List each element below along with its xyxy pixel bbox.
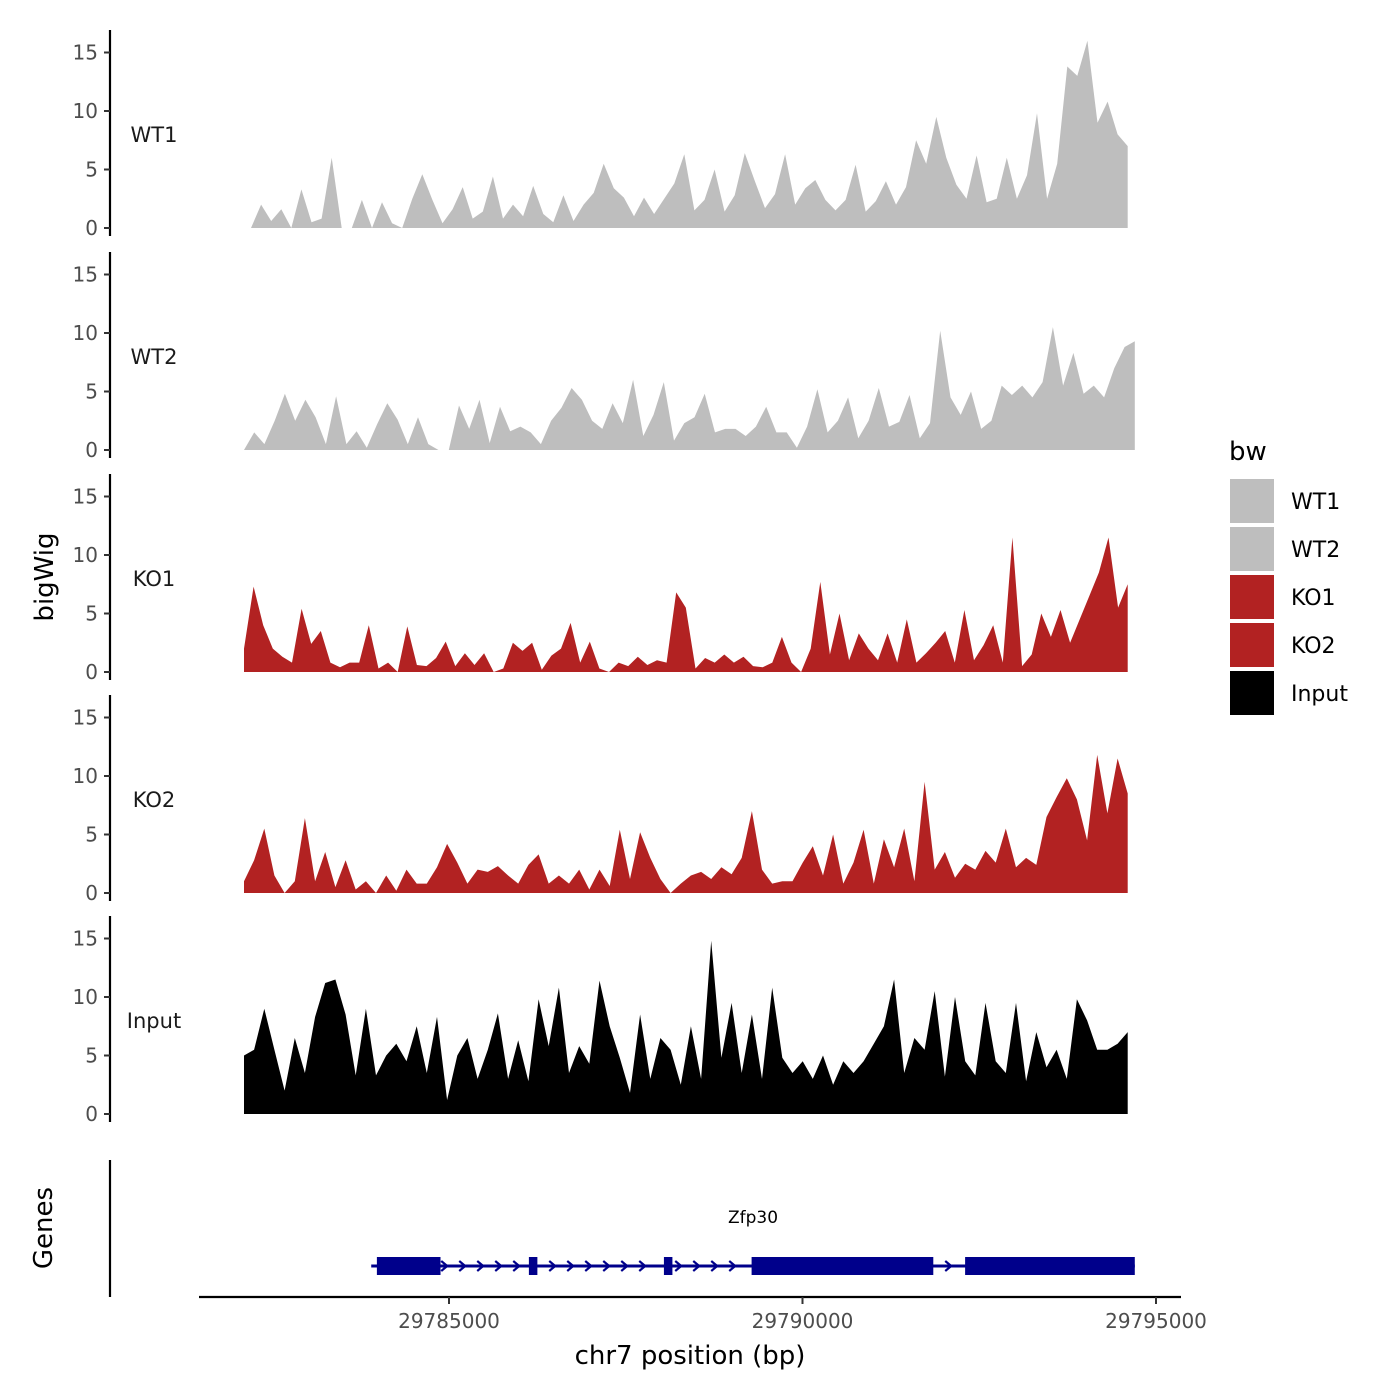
track-label-wt2: WT2 (131, 345, 178, 369)
legend-label-wt2: WT2 (1291, 538, 1340, 563)
gene-panel-title: Genes (29, 1187, 59, 1269)
exon-zfp30-5 (965, 1257, 1135, 1275)
strand-chevron-7 (584, 1260, 593, 1272)
y-tick-label-input-5: 5 (85, 1044, 98, 1068)
strand-chevron-13 (710, 1260, 719, 1272)
strand-chevron-3 (494, 1260, 503, 1272)
x-tick-label-29795000: 29795000 (1105, 1309, 1207, 1333)
strand-chevron-5 (548, 1260, 557, 1272)
strand-chevron-1 (458, 1260, 467, 1272)
track-ko2: 0 5 10 15 KO2 (73, 695, 1128, 905)
y-tick-label-wt2-5: 5 (85, 380, 98, 404)
track-ko1: 0 5 10 15 KO1 (73, 474, 1128, 684)
strand-chevron-12 (692, 1260, 701, 1272)
strand-chevron-8 (602, 1260, 611, 1272)
track-wt2: 0 5 10 15 WT2 (73, 252, 1135, 462)
y-tick-label-ko2-10: 10 (73, 764, 98, 788)
strand-chevron-10 (638, 1260, 647, 1272)
legend-swatch-input (1230, 671, 1274, 715)
exon-zfp30-3 (663, 1257, 673, 1275)
strand-chevron-11 (674, 1260, 683, 1272)
y-tick-label-ko1-0: 0 (85, 660, 98, 684)
strand-chevron-9 (620, 1260, 629, 1272)
legend-label-wt1: WT1 (1291, 490, 1340, 515)
legend-swatch-wt2 (1230, 527, 1274, 571)
y-tick-label-wt1-10: 10 (73, 99, 98, 123)
gene-panel: Genes Zfp30 (29, 1160, 1135, 1297)
exon-zfp30-2 (528, 1257, 538, 1275)
track-label-ko2: KO2 (133, 788, 176, 812)
y-tick-label-ko1-15: 15 (73, 485, 98, 509)
x-tick-label-29785000: 29785000 (398, 1309, 500, 1333)
y-tick-label-ko2-15: 15 (73, 706, 98, 730)
area-wt2 (244, 327, 1135, 450)
area-ko2 (244, 754, 1128, 893)
y-tick-label-wt2-10: 10 (73, 321, 98, 345)
strand-chevron-4 (512, 1260, 521, 1272)
legend-swatch-wt1 (1230, 479, 1274, 523)
y-tick-label-input-0: 0 (85, 1102, 98, 1126)
legend-title: bw (1229, 437, 1267, 467)
track-label-wt1: WT1 (131, 123, 178, 147)
legend-swatch-ko2 (1230, 623, 1274, 667)
y-tick-label-ko1-5: 5 (85, 602, 98, 626)
area-input (244, 940, 1128, 1114)
y-tick-label-wt1-0: 0 (85, 216, 98, 240)
y-tick-label-input-10: 10 (73, 985, 98, 1009)
strand-chevron-6 (566, 1260, 575, 1272)
x-axis: chr7 position (bp) 29785000 29790000 29795… (199, 1295, 1207, 1371)
track-input: 0 5 10 15 Input (73, 916, 1128, 1126)
y-tick-label-wt1-5: 5 (85, 158, 98, 182)
legend-label-ko1: KO1 (1291, 586, 1336, 611)
gene-label-zfp30: Zfp30 (728, 1208, 778, 1228)
exon-zfp30-4 (751, 1257, 934, 1275)
track-label-ko1: KO1 (133, 567, 176, 591)
track-wt1: 0 5 10 15 WT1 (73, 30, 1128, 240)
track-label-input: Input (127, 1009, 181, 1033)
area-ko1 (244, 537, 1128, 672)
y-tick-label-wt2-15: 15 (73, 263, 98, 287)
strand-chevron-15 (944, 1260, 953, 1272)
legend: bw WT1 WT2 KO1 KO2 Input (1229, 437, 1348, 715)
x-tick-label-29790000: 29790000 (752, 1309, 854, 1333)
strand-chevron-14 (728, 1260, 737, 1272)
y-tick-label-ko1-10: 10 (73, 543, 98, 567)
legend-label-input: Input (1291, 682, 1348, 707)
legend-label-ko2: KO2 (1291, 634, 1336, 659)
area-wt1 (251, 40, 1128, 228)
signal-tracks: 0 5 10 15 WT1 0 5 10 15 WT2 0 5 10 15 KO1 0 5 10 15 KO2 0 5 10… (73, 30, 1135, 1126)
exon-zfp30-1 (376, 1257, 441, 1275)
strand-chevron-2 (476, 1260, 485, 1272)
y-tick-label-wt1-15: 15 (73, 41, 98, 65)
y-axis-title: bigWig (30, 532, 60, 621)
legend-swatch-ko1 (1230, 575, 1274, 619)
y-tick-label-ko2-0: 0 (85, 881, 98, 905)
y-tick-label-input-15: 15 (73, 927, 98, 951)
x-axis-title: chr7 position (bp) (575, 1341, 806, 1371)
strand-chevron-0 (440, 1260, 449, 1272)
y-tick-label-ko2-5: 5 (85, 823, 98, 847)
y-tick-label-wt2-0: 0 (85, 438, 98, 462)
